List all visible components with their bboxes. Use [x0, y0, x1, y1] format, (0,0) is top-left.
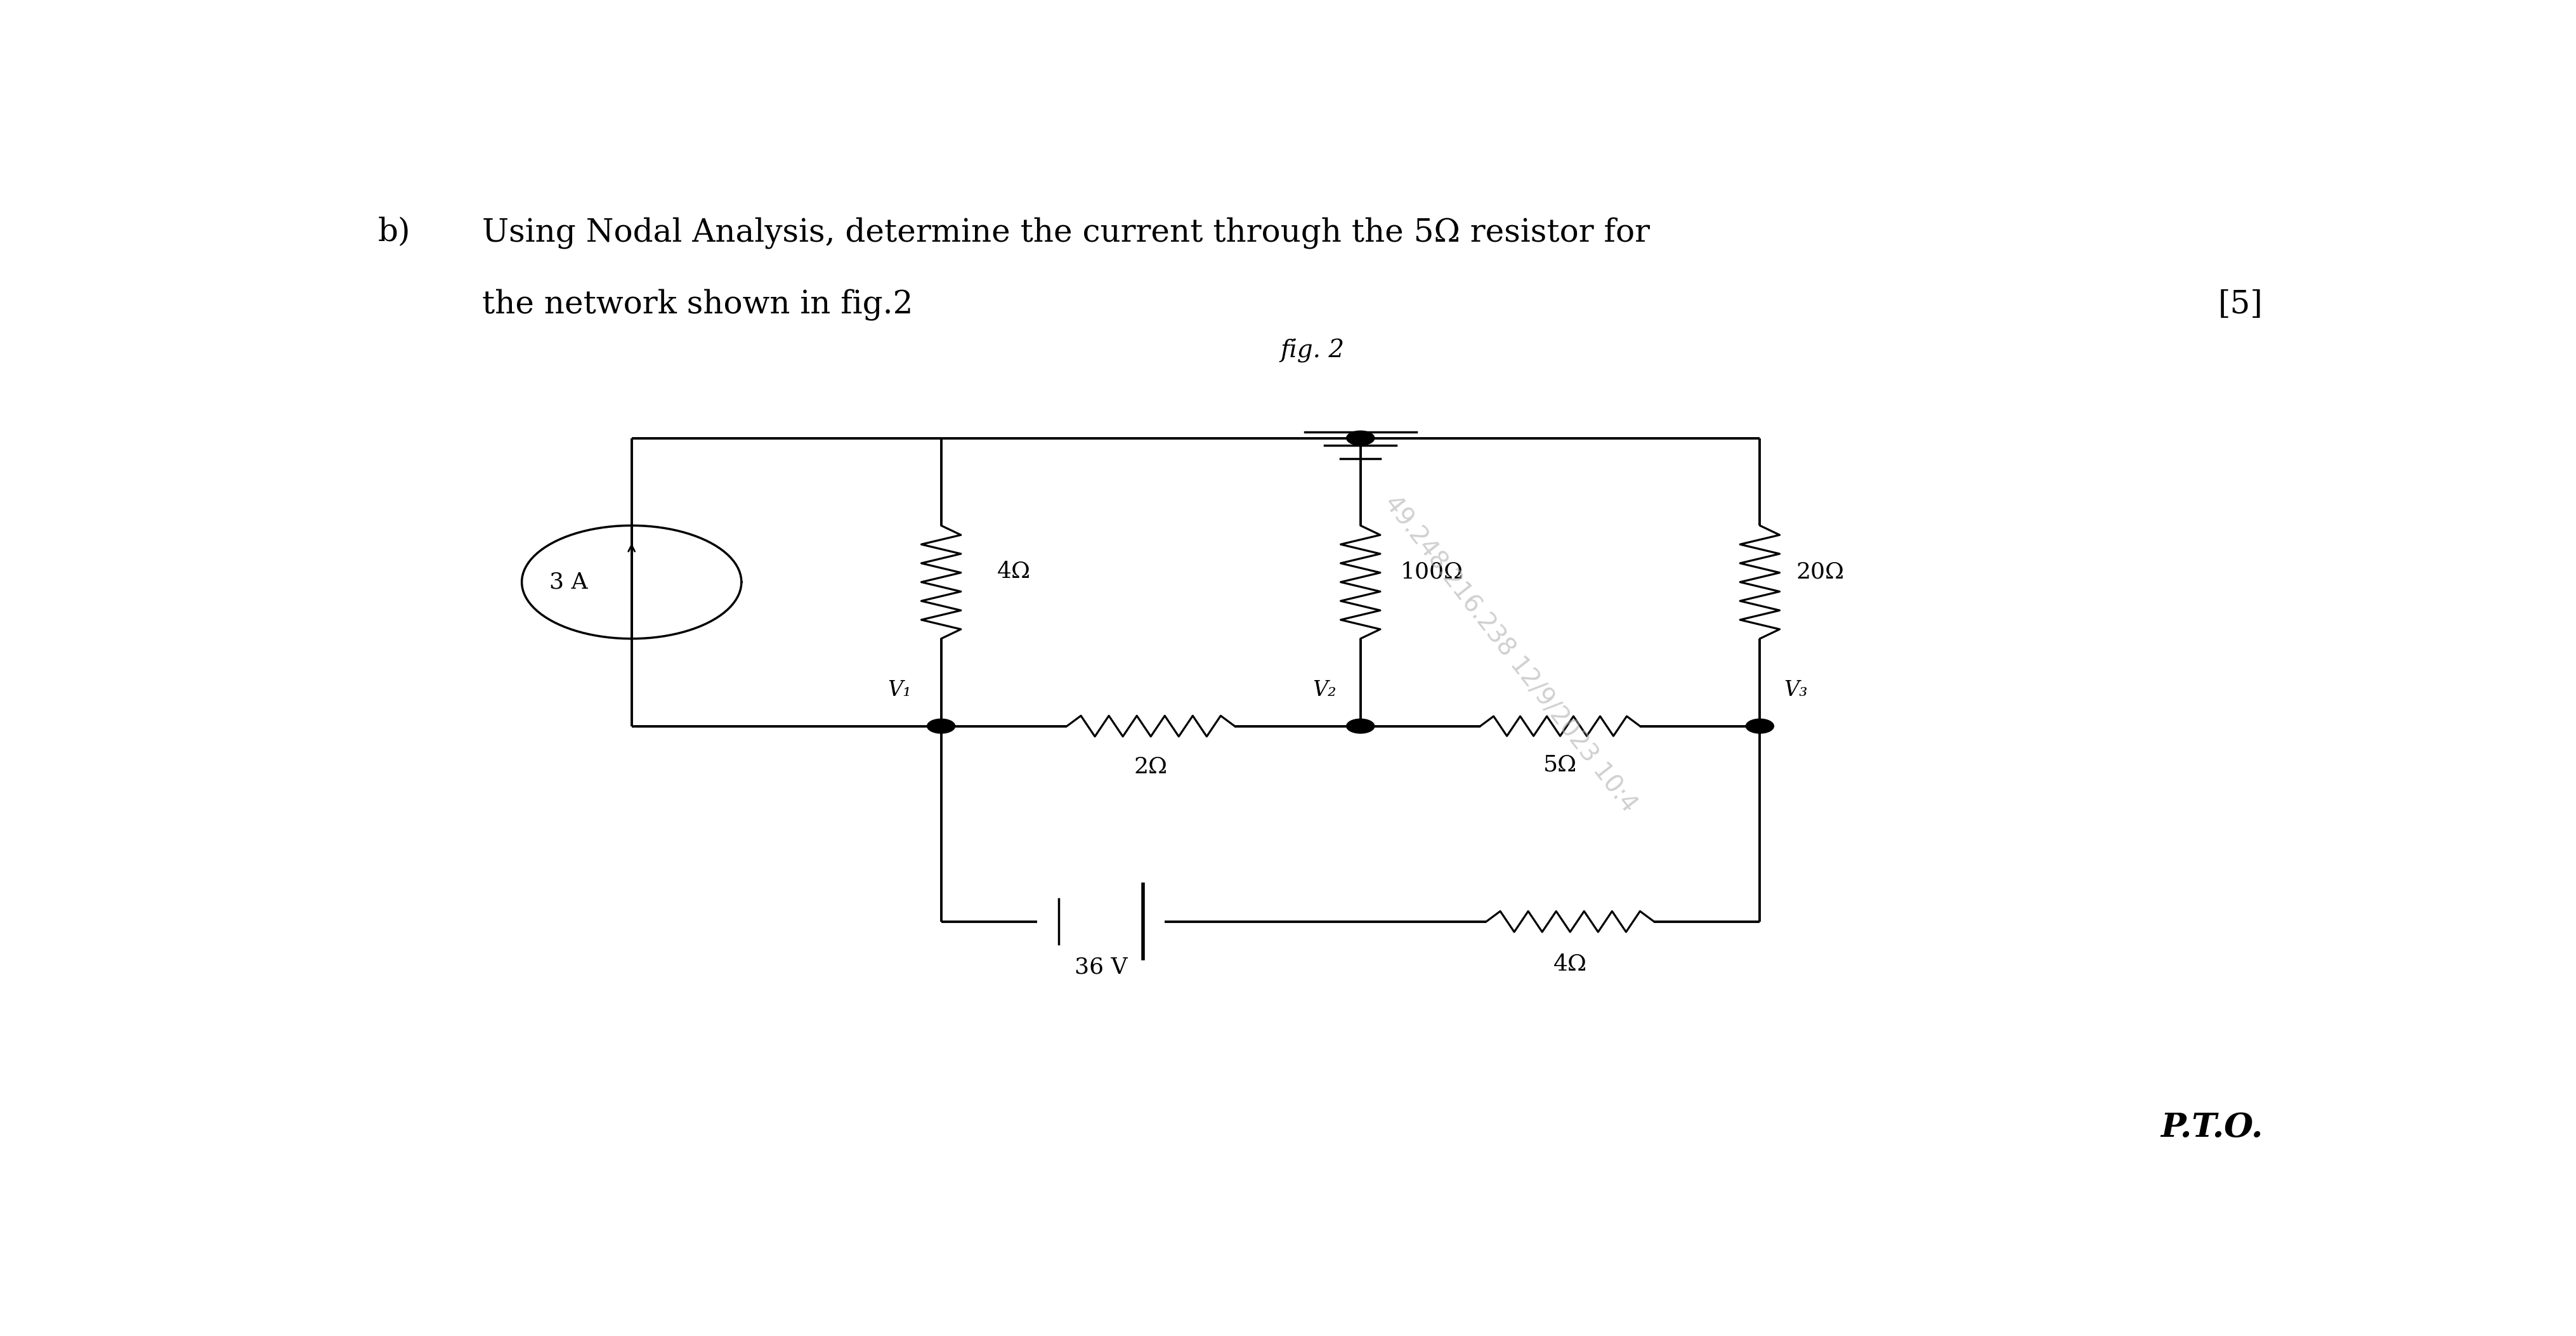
Text: 5Ω: 5Ω [1543, 754, 1577, 775]
Circle shape [1347, 719, 1373, 733]
Circle shape [927, 719, 956, 733]
Text: V₁: V₁ [886, 680, 912, 700]
Text: 4Ω: 4Ω [997, 561, 1030, 582]
Text: 4Ω: 4Ω [1553, 954, 1587, 975]
Text: b): b) [379, 216, 410, 248]
Text: the network shown in fig.2: the network shown in fig.2 [482, 289, 912, 321]
Text: fig. 2: fig. 2 [1280, 338, 1345, 362]
Text: 100Ω: 100Ω [1401, 561, 1463, 582]
Text: P.T.O.: P.T.O. [2161, 1112, 2262, 1144]
Circle shape [1747, 719, 1772, 733]
Text: V₃: V₃ [1783, 680, 1808, 700]
Text: Using Nodal Analysis, determine the current through the 5Ω resistor for: Using Nodal Analysis, determine the curr… [482, 216, 1649, 248]
Text: 3 A: 3 A [549, 572, 587, 593]
Circle shape [1347, 432, 1373, 445]
Text: 20Ω: 20Ω [1795, 561, 1844, 582]
Text: [5]: [5] [2218, 289, 2262, 321]
Text: 36 V: 36 V [1074, 957, 1128, 978]
Text: V₂: V₂ [1311, 680, 1337, 700]
Text: 49.248.216.238 12/9/2023 10:4: 49.248.216.238 12/9/2023 10:4 [1378, 492, 1641, 816]
Text: 2Ω: 2Ω [1133, 756, 1167, 778]
